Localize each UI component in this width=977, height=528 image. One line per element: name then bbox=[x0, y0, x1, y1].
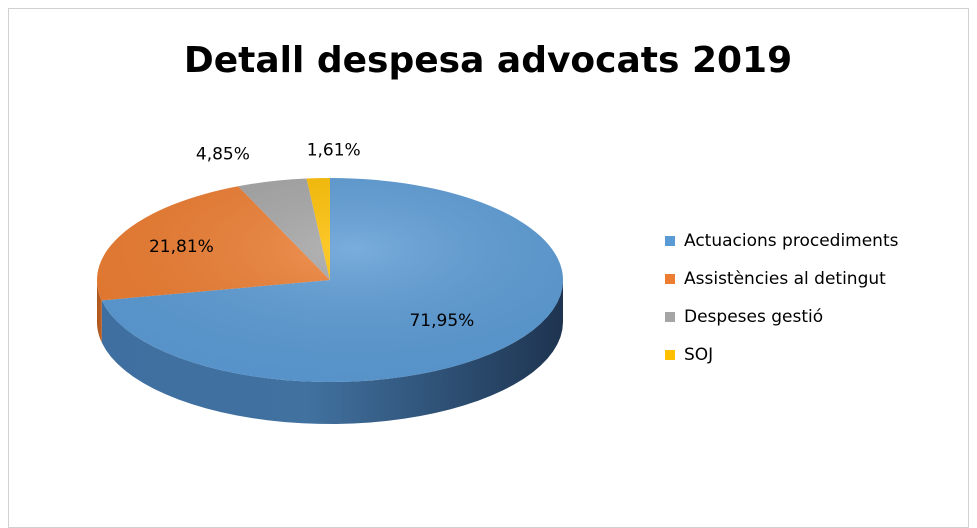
legend-label-2: Despeses gestió bbox=[684, 307, 823, 327]
chart-title: Detall despesa advocats 2019 bbox=[184, 40, 792, 81]
legend-swatch-3 bbox=[665, 350, 675, 360]
legend: Actuacions procediments Assistències al d… bbox=[665, 231, 899, 365]
legend-swatch-0 bbox=[665, 236, 675, 246]
data-label-3: 1,61% bbox=[307, 141, 361, 161]
pie-sheen bbox=[97, 178, 563, 382]
pie-chart: Detall despesa advocats 2019 71,95% 21,81… bbox=[97, 40, 899, 424]
data-label-1: 21,81% bbox=[149, 237, 214, 257]
legend-label-3: SOJ bbox=[684, 345, 713, 365]
data-label-0: 71,95% bbox=[409, 311, 474, 331]
pie-side-1 bbox=[97, 280, 102, 343]
legend-swatch-1 bbox=[665, 274, 675, 284]
pie-top bbox=[97, 178, 564, 383]
data-label-2: 4,85% bbox=[196, 145, 250, 165]
legend-label-0: Actuacions procediments bbox=[684, 231, 899, 251]
legend-label-1: Assistències al detingut bbox=[684, 269, 886, 289]
pie-labels: 71,95% 21,81% 4,85% 1,61% bbox=[149, 141, 474, 331]
pie-side bbox=[97, 280, 563, 424]
legend-swatch-2 bbox=[665, 312, 675, 322]
pie-side-0 bbox=[101, 280, 563, 424]
